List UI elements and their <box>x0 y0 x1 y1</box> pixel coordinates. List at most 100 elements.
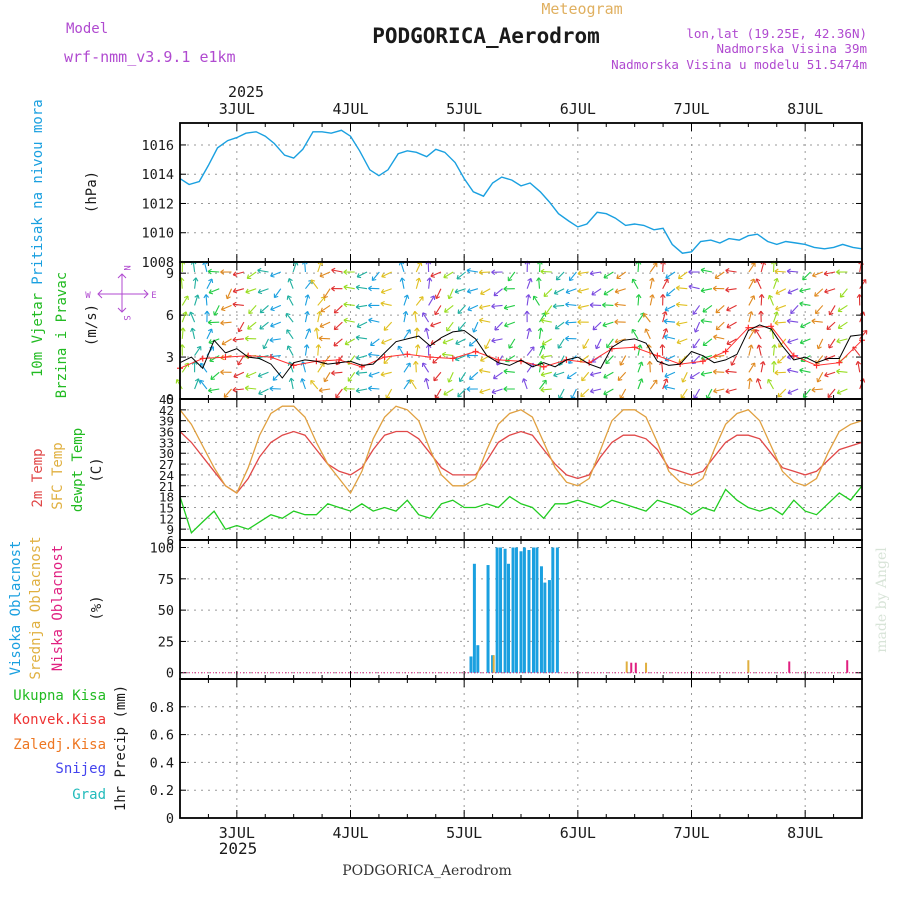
wind-arrow <box>181 295 189 306</box>
wind-arrow <box>403 294 409 306</box>
wind-arrow <box>425 378 430 390</box>
wind-arrow <box>543 288 553 297</box>
cloud-high-bar <box>491 655 495 673</box>
top-year-label: 2025 <box>228 83 264 101</box>
wind-arrow <box>400 261 405 273</box>
wind-arrow-head <box>368 317 373 324</box>
wind-arrow <box>694 321 701 333</box>
bottom-day-label: 8JUL <box>787 824 823 842</box>
wind-arrow-head <box>553 289 559 295</box>
wind-arrow <box>662 311 667 323</box>
wind-arrow <box>491 304 503 308</box>
wind-arrow <box>245 387 257 390</box>
wind-arrow-head <box>262 344 268 350</box>
wind-arrow <box>526 294 530 306</box>
wind-arrow <box>381 271 392 278</box>
wind-arrow-head <box>748 344 754 349</box>
wind-arrow <box>194 294 199 306</box>
wind-arrow-head <box>565 335 570 342</box>
temp-unit: (C) <box>89 457 105 482</box>
wind-arrow-head <box>702 307 707 313</box>
wind-arrow-head <box>767 294 773 300</box>
wind-arrow-head <box>750 278 756 284</box>
wind-arrow-head <box>828 310 834 316</box>
wind-arrow-head <box>343 269 348 275</box>
wind-arrow <box>290 378 294 390</box>
wind-arrow-head <box>443 273 448 279</box>
y-tick-label: 0.4 <box>150 755 174 771</box>
wind-arrow <box>726 338 737 345</box>
wind-arrow <box>538 277 541 289</box>
wind-arrow <box>415 277 420 289</box>
wind-arrow <box>304 311 309 323</box>
wind-arrow-head <box>652 262 658 268</box>
y-tick-label: 1016 <box>141 138 174 154</box>
compass-arrows <box>97 273 149 313</box>
wind-arrow-head <box>504 322 509 328</box>
wind-arrow <box>730 355 738 366</box>
wind-gust-point <box>631 344 638 351</box>
wind-arrow-head <box>406 329 411 334</box>
cloud-high-bar <box>527 550 531 673</box>
top-day-label: 3JUL <box>219 100 255 118</box>
wind-arrow <box>664 371 676 378</box>
wind-arrow-head <box>257 267 262 274</box>
wind-arrow-head <box>582 344 588 349</box>
wind-arrow-head <box>665 274 670 279</box>
wind-arrow <box>232 338 244 341</box>
wind-arrow <box>595 338 602 349</box>
wind-arrow-head <box>344 340 350 346</box>
wind-arrow-head <box>664 372 669 379</box>
wind-arrow <box>680 388 688 399</box>
wind-arrow-head <box>180 327 186 332</box>
wind-arrow <box>538 327 542 339</box>
wind-arrow <box>713 336 725 340</box>
wind-arrow-head <box>413 360 419 365</box>
top-day-label: 7JUL <box>673 100 709 118</box>
wind-arrow <box>526 278 532 289</box>
wind-arrow <box>787 288 799 294</box>
wind-arrow <box>725 288 737 291</box>
model-name: wrf-nmm_v3.9.1 e1km <box>64 48 236 66</box>
wind-arrow <box>615 338 626 343</box>
model-label: Model <box>66 21 108 37</box>
wind-gust-point <box>381 354 388 361</box>
wind-arrow <box>802 271 811 281</box>
wind-arrow <box>380 371 392 376</box>
compass-e: E <box>151 291 156 301</box>
wind-arrow <box>200 362 208 373</box>
cloud-unit: (%) <box>89 595 105 620</box>
wind-arrow-head <box>755 278 761 283</box>
y-tick-label: 6 <box>166 308 174 324</box>
wind-arrow-head <box>183 295 189 301</box>
wind-arrow <box>590 271 602 275</box>
wind-arrow <box>565 303 577 306</box>
wind-gust-point <box>540 363 547 370</box>
y-tick-label: 30 <box>159 446 174 461</box>
wind-arrow <box>748 329 756 340</box>
wind-arrow <box>603 288 614 296</box>
wind-arrow <box>662 378 668 390</box>
footer-station: PODGORICA_Aerodrom <box>342 863 512 879</box>
wind-arrow <box>220 321 232 324</box>
wind-arrow-head <box>269 385 274 392</box>
wind-arrow <box>799 288 811 292</box>
wind-arrow-head <box>543 292 549 298</box>
bottom-day-labels: 3JUL 4JUL 5JUL 6JUL 7JUL 8JUL <box>219 824 823 842</box>
wind-arrow <box>557 338 565 349</box>
wind-arrow-head <box>577 319 582 325</box>
wind-arrow-head <box>286 295 292 300</box>
cloud-high-bar <box>506 563 510 673</box>
wind-arrow <box>540 270 552 273</box>
wind-arrow-head <box>310 379 315 385</box>
wind-arrow <box>403 379 411 390</box>
cloud-high-bar <box>476 645 480 673</box>
wind-arrow <box>335 388 343 399</box>
wind-arrow <box>194 277 197 289</box>
wind-arrow-head <box>192 277 199 282</box>
wind-arrow <box>191 328 196 339</box>
wind-arrow-head <box>507 276 513 282</box>
wind-arrow <box>257 269 269 273</box>
wind-arrow <box>617 371 627 381</box>
wind-arrow-head <box>469 375 474 381</box>
